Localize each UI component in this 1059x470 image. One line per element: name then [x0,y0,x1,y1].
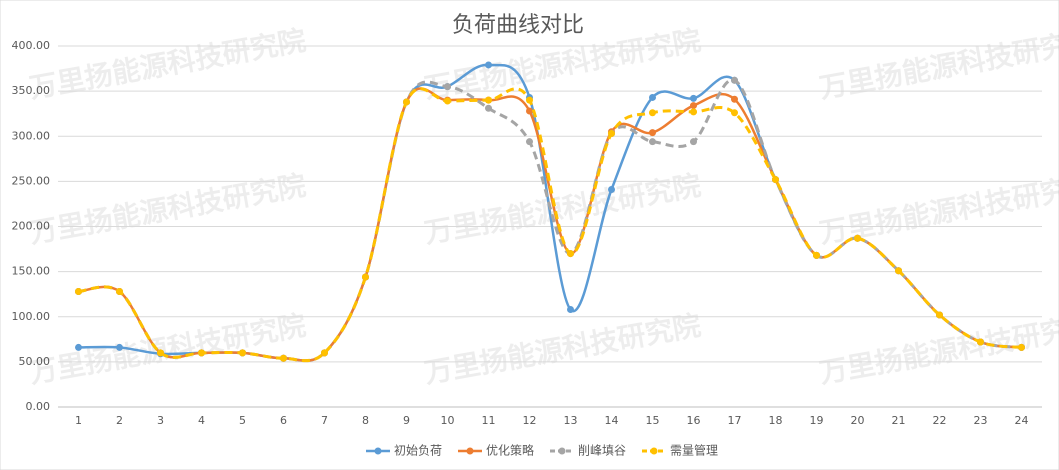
legend-label: 优化策略 [486,443,534,458]
data-point [649,138,656,146]
data-point [608,130,615,138]
x-tick-label: 10 [441,414,455,427]
x-tick-label: 1 [75,414,82,427]
data-point [362,273,369,281]
x-tick-label: 21 [892,414,906,427]
legend-label: 初始负荷 [394,444,442,458]
x-tick-label: 11 [482,414,496,427]
data-point [116,343,123,351]
data-point [690,138,697,146]
x-tick-label: 3 [157,414,164,427]
data-point [198,349,205,357]
x-tick-label: 9 [403,414,410,427]
data-point [649,93,656,101]
y-tick-label: 400.00 [12,39,51,52]
data-point [731,95,738,103]
data-point [936,311,943,319]
chart-title: 负荷曲线对比 [452,13,584,38]
x-tick-label: 4 [198,414,205,427]
legend-label: 削峰填谷 [578,444,626,458]
y-tick-label: 300.00 [12,129,51,142]
data-point [977,338,984,346]
data-point [444,83,451,91]
data-point [116,287,123,295]
data-point [690,108,697,116]
x-tick-label: 12 [523,414,537,427]
x-tick-label: 16 [687,414,701,427]
x-tick-label: 6 [280,414,287,427]
data-point [731,109,738,117]
data-point [485,96,492,104]
x-tick-label: 2 [116,414,123,427]
data-point [813,251,820,259]
x-tick-label: 18 [769,414,783,427]
data-point [649,129,656,137]
x-tick-label: 15 [646,414,660,427]
x-tick-label: 24 [1015,414,1029,427]
x-tick-label: 13 [564,414,578,427]
x-tick-label: 22 [933,414,947,427]
legend-marker [466,447,474,455]
data-point [1018,343,1025,351]
x-tick-label: 20 [851,414,865,427]
data-point [321,349,328,357]
data-point [485,61,492,69]
data-point [854,234,861,242]
data-point [690,102,697,110]
data-point [895,267,902,275]
data-point [444,97,451,105]
x-tick-label: 19 [810,414,824,427]
data-point [403,98,410,106]
y-tick-label: 250.00 [12,174,51,187]
data-point [526,138,533,146]
data-point [485,104,492,112]
data-point [75,287,82,295]
x-tick-label: 8 [362,414,369,427]
data-point [567,306,574,314]
data-point [772,176,779,184]
x-tick-label: 5 [239,414,246,427]
legend-marker [558,447,566,455]
legend-marker [374,447,382,455]
data-point [280,354,287,362]
y-tick-label: 50.00 [19,355,51,368]
y-tick-label: 100.00 [12,310,51,323]
data-point [75,343,82,351]
data-point [239,349,246,357]
data-point [526,96,533,104]
x-tick-label: 17 [728,414,742,427]
x-tick-label: 14 [605,414,619,427]
y-tick-label: 150.00 [12,265,51,278]
legend-marker [650,447,658,455]
x-tick-label: 7 [321,414,328,427]
y-tick-label: 0.00 [26,400,51,413]
y-tick-label: 200.00 [12,220,51,233]
data-point [567,250,574,258]
y-tick-label: 350.00 [12,84,51,97]
data-point [526,107,533,115]
data-point [731,76,738,84]
data-point [157,349,164,357]
data-point [690,94,697,102]
data-point [608,185,615,193]
x-tick-label: 23 [974,414,988,427]
data-point [649,109,656,117]
legend-label: 需量管理 [670,443,718,458]
